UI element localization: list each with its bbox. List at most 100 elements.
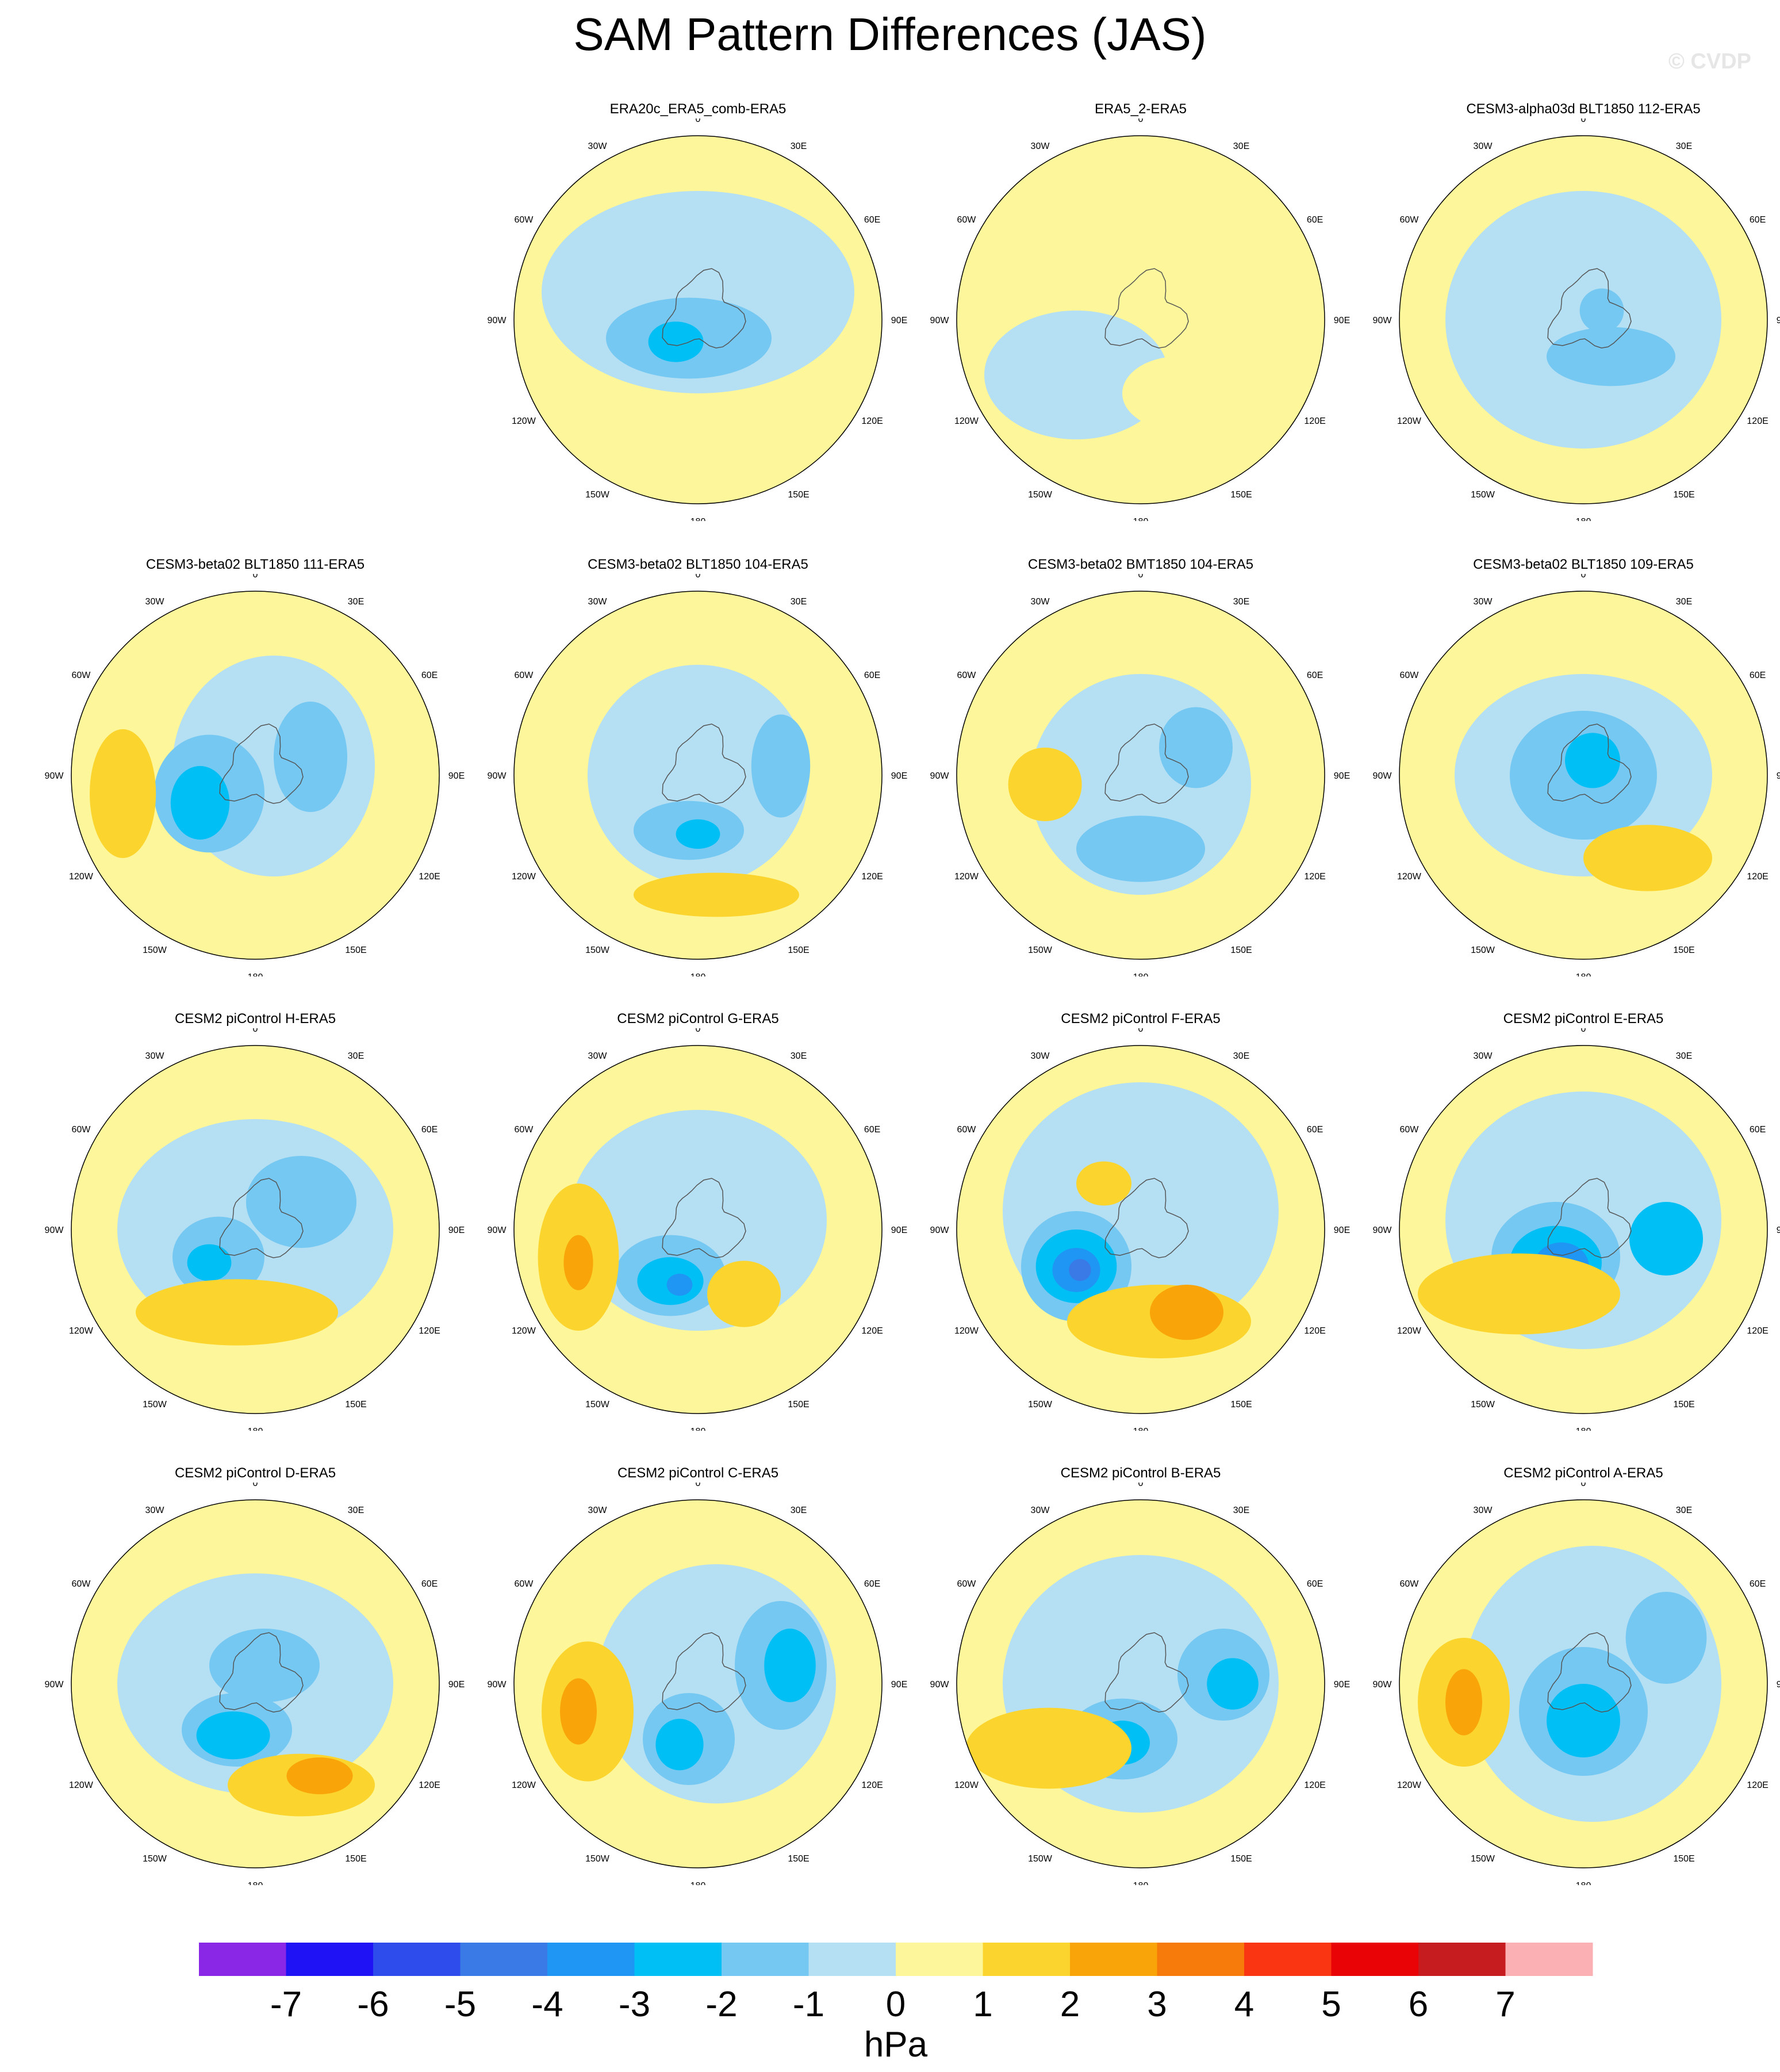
longitude-label: 30W: [1031, 1506, 1050, 1515]
longitude-label: 60W: [957, 215, 976, 225]
colorbar: -7 -6 -5 -4 -3 -2 -1 0 1 2 3 4 5 6 7 hPa: [193, 1943, 1610, 2072]
negative-anomaly-contour: [170, 766, 230, 840]
longitude-label: 120E: [1747, 1326, 1768, 1336]
longitude-label: 30W: [1474, 1506, 1493, 1515]
colorbar-tick-label: 3: [1147, 1985, 1167, 2024]
negative-anomaly-contour: [209, 1629, 320, 1702]
longitude-label: 90W: [1373, 316, 1392, 325]
longitude-label: 30W: [1031, 141, 1050, 151]
negative-anomaly-contour: [274, 702, 347, 812]
map-boundary: [956, 1499, 1325, 1868]
negative-anomaly-contour: [655, 1718, 704, 1771]
colorbar-unit-label: hPa: [864, 2025, 928, 2065]
longitude-label: 90W: [930, 316, 950, 325]
longitude-label: 90W: [488, 1680, 507, 1690]
longitude-label: 30W: [145, 597, 165, 607]
positive-anomaly-contour: [1583, 825, 1712, 891]
longitude-label: 150E: [345, 1400, 366, 1410]
panel-title: CESM3-beta02 BLT1850 109-ERA5: [1473, 557, 1694, 572]
longitude-label: 180: [1133, 517, 1149, 521]
map-boundary: [71, 1499, 440, 1868]
longitude-label: 30W: [145, 1506, 165, 1515]
longitude-label: 120E: [1747, 1780, 1768, 1790]
longitude-label: 30W: [1031, 597, 1050, 607]
colorbar-tick-label: 2: [1060, 1985, 1080, 2024]
longitude-label: 150E: [1230, 490, 1252, 500]
panel-title: ERA20c_ERA5_comb-ERA5: [609, 101, 787, 117]
longitude-label: 180: [1576, 1881, 1591, 1885]
longitude-label: 0: [253, 1028, 258, 1034]
longitude-label: 150W: [585, 945, 610, 955]
colorbar-swatch: [1244, 1943, 1332, 1976]
colorbar-swatch: [896, 1943, 983, 1976]
colorbar-swatch: [286, 1943, 374, 1976]
longitude-label: 0: [1581, 574, 1586, 580]
longitude-label: 120W: [954, 416, 979, 426]
positive-anomaly-contour: [966, 1707, 1131, 1789]
longitude-label: 0: [1138, 1028, 1144, 1034]
map-panel: CESM3-beta02 BLT1850 109-ERA5 0 30E 60E 90E 1…: [1365, 557, 1780, 1011]
longitude-label: 180: [690, 972, 706, 976]
longitude-label: 180: [690, 1427, 706, 1431]
polar-map: 0 30E 60E 90E 120E 150E 180 150W 120W 90W 60W 30W: [1373, 118, 1780, 521]
longitude-label: 90W: [930, 771, 950, 781]
longitude-label: 150W: [1471, 1400, 1495, 1410]
longitude-label: 60W: [71, 1579, 91, 1589]
longitude-label: 120E: [1747, 416, 1768, 426]
longitude-label: 90E: [1334, 1225, 1350, 1235]
longitude-label: 150W: [143, 945, 167, 955]
map-boundary: [956, 591, 1325, 960]
panel-title: CESM2 piControl C-ERA5: [617, 1465, 779, 1481]
antarctica-coastline: [1547, 268, 1632, 348]
negative-anomaly-contour: [666, 1273, 693, 1296]
antarctica-coastline: [662, 1632, 746, 1713]
longitude-label: 90W: [930, 1680, 950, 1690]
longitude-label: 90E: [448, 1680, 465, 1690]
longitude-label: 30E: [791, 1506, 807, 1515]
panel-title: CESM2 piControl G-ERA5: [617, 1011, 779, 1027]
longitude-label: 150W: [1471, 1854, 1495, 1864]
negative-anomaly-contour: [1629, 1202, 1703, 1276]
antarctica-coastline: [1547, 723, 1632, 804]
longitude-label: 150E: [1230, 1854, 1252, 1864]
map-boundary: [71, 1045, 440, 1414]
panel-title: CESM3-beta02 BLT1850 104-ERA5: [588, 557, 808, 572]
longitude-label: 150E: [345, 945, 366, 955]
map-boundary: [513, 135, 883, 504]
longitude-label: 60W: [514, 671, 534, 680]
antarctica-coastline: [662, 268, 746, 348]
longitude-label: 120W: [69, 1780, 94, 1790]
longitude-label: 120W: [1397, 416, 1422, 426]
longitude-label: 90E: [1334, 316, 1350, 325]
map-boundary: [956, 1045, 1325, 1414]
longitude-label: 90E: [1334, 771, 1350, 781]
map-boundary: [1399, 135, 1768, 504]
colorbar-tick-label: 1: [973, 1985, 992, 2024]
longitude-label: 150W: [143, 1854, 167, 1864]
longitude-label: 150E: [1673, 1400, 1694, 1410]
map-boundary: [1399, 1499, 1768, 1868]
longitude-label: 0: [696, 1483, 701, 1488]
colorbar-tick-label: -6: [357, 1985, 389, 2024]
longitude-label: 90W: [1373, 1680, 1392, 1690]
polar-map: 0 30E 60E 90E 120E 150E 180 150W 120W 90W 60W 30W: [45, 1483, 465, 1885]
polar-map: 0 30E 60E 90E 120E 150E 180 150W 120W 90W 60W 30W: [45, 1028, 465, 1431]
polar-map: 0 30E 60E 90E 120E 150E 180 150W 120W 90W 60W 30W: [1373, 574, 1780, 976]
longitude-label: 120W: [69, 872, 94, 882]
longitude-label: 0: [1138, 1483, 1144, 1488]
colorbar-tick-label: -5: [444, 1985, 476, 2024]
colorbar-tick-label: 7: [1495, 1985, 1515, 2024]
panel-title: CESM3-alpha03d BLT1850 112-ERA5: [1466, 101, 1701, 117]
longitude-label: 0: [1138, 574, 1144, 580]
longitude-label: 0: [1581, 118, 1586, 124]
map-panel: CESM3-beta02 BMT1850 104-ERA5 0 30E 60E 90E 1…: [922, 557, 1359, 1011]
longitude-label: 120W: [69, 1326, 94, 1336]
map-panel: CESM2 piControl H-ERA5 0 30E 60E 90E 120E 150E…: [37, 1011, 474, 1465]
longitude-label: 90E: [448, 771, 465, 781]
longitude-label: 120E: [861, 1780, 883, 1790]
positive-anomaly-contour: [563, 1235, 593, 1290]
longitude-label: 60E: [1307, 671, 1323, 680]
longitude-label: 30W: [588, 1051, 608, 1061]
longitude-label: 30E: [791, 1051, 807, 1061]
colorbar-swatch: [460, 1943, 548, 1976]
